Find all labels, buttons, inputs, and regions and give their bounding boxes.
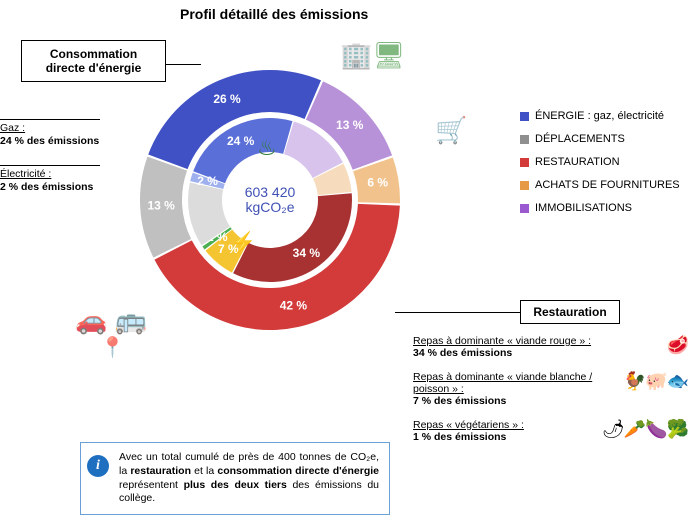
donut-chart: 26 %13 %6 %42 %13 %24 %34 %7 %1 %2 % 603… — [125, 55, 415, 345]
flame-icon: ♨ — [257, 135, 277, 161]
cart-icon: 🛒 — [435, 115, 467, 146]
connector — [166, 64, 201, 65]
legend: ÉNERGIE : gaz, électricitéDÉPLACEMENTSRE… — [520, 105, 680, 220]
connector — [0, 119, 100, 120]
meal-row: Repas à dominante « viande blanche / poi… — [413, 371, 688, 407]
energy-gaz: Gaz : 24 % des émissions — [0, 122, 120, 148]
center-number: 603 420 — [245, 185, 296, 200]
info-icon: i — [87, 455, 109, 477]
legend-item: RESTAURATION — [520, 151, 680, 174]
center-unit: kgCO₂e — [245, 200, 294, 215]
info-text: Avec un total cumulé de près de 400 tonn… — [119, 451, 379, 504]
center-value: 603 420 kgCO₂e — [125, 55, 415, 345]
bolt-icon: ⚡ — [231, 230, 256, 255]
energy-elec: Électricité : 2 % des émissions — [0, 168, 120, 194]
elec-label: Électricité : — [0, 168, 51, 180]
legend-item: ÉNERGIE : gaz, électricité — [520, 105, 680, 128]
info-box: i Avec un total cumulé de près de 400 to… — [80, 442, 390, 515]
meal-row: Repas à dominante « viande rouge » :34 %… — [413, 335, 688, 359]
connector — [0, 165, 100, 166]
gaz-value: 24 % des émissions — [0, 135, 99, 147]
legend-item: ACHATS DE FOURNITURES — [520, 174, 680, 197]
pin-icon: 📍 — [100, 335, 125, 360]
meal-row: Repas « végétariens » :1 % des émissions… — [413, 419, 688, 443]
legend-item: DÉPLACEMENTS — [520, 128, 680, 151]
callout-restauration: Restauration — [520, 300, 620, 324]
callout-energy: Consommation directe d'énergie — [21, 40, 166, 82]
gaz-label: Gaz : — [0, 122, 25, 134]
page-title: Profil détaillé des émissions — [180, 6, 368, 22]
connector — [395, 312, 520, 313]
elec-value: 2 % des émissions — [0, 181, 93, 193]
legend-item: IMMOBILISATIONS — [520, 197, 680, 220]
meals-detail: Repas à dominante « viande rouge » :34 %… — [413, 335, 688, 455]
